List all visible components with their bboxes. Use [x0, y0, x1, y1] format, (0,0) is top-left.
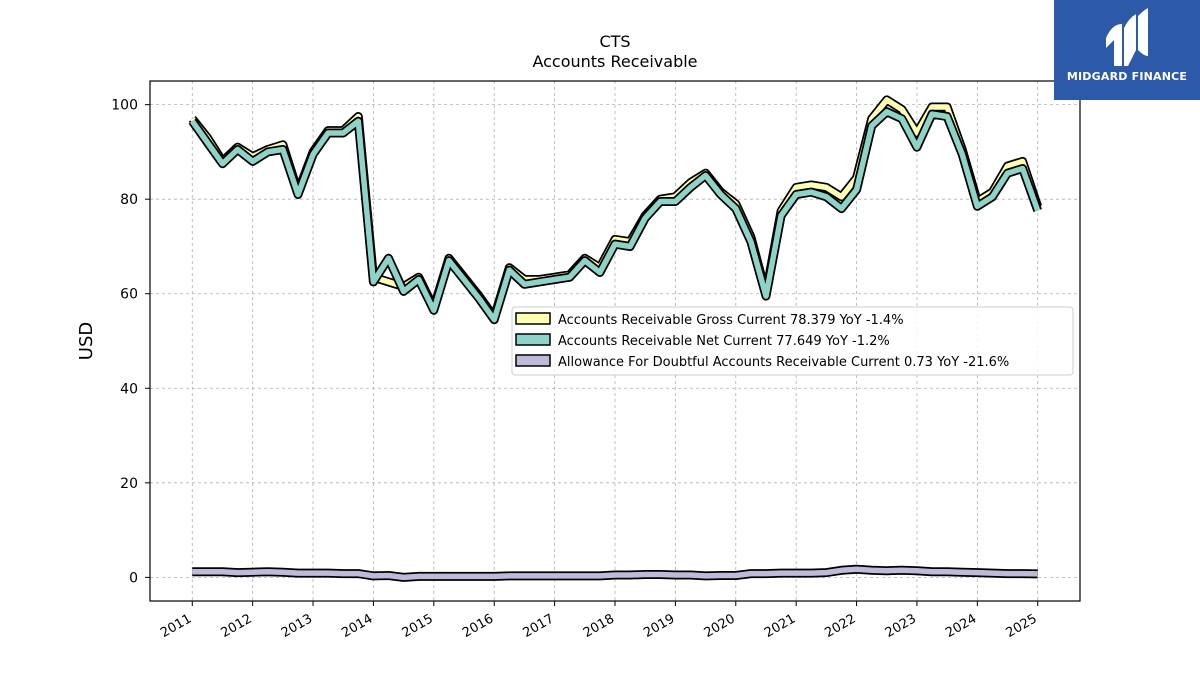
x-tick-label: 2023 — [883, 611, 919, 641]
x-tick-label: 2017 — [520, 611, 556, 641]
legend-box — [511, 306, 1074, 376]
x-axis-ticks: 2011 2012 2013 2014 2015 2016 2017 2018 2019 2020… — [158, 601, 1040, 641]
x-tick-label: 2021 — [762, 611, 798, 641]
chart-subtitle: Accounts Receivable — [532, 52, 697, 71]
y-tick-label: 20 — [120, 476, 138, 492]
y-axis-ticks: 0 20 40 60 80 100 — [111, 98, 150, 586]
legend-entry-label: Allowance For Doubtful Accounts Receivab… — [558, 355, 1009, 370]
legend-swatch — [515, 354, 551, 367]
legend-entry-label: Accounts Receivable Net Current 77.649 Y… — [558, 334, 890, 349]
x-tick-label: 2018 — [581, 611, 617, 641]
x-tick-label: 2024 — [943, 611, 979, 641]
series-line-2 — [190, 108, 1041, 323]
x-tick-label: 2019 — [641, 611, 677, 641]
y-tick-label: 40 — [120, 381, 138, 397]
x-tick-label: 2014 — [339, 611, 375, 641]
x-tick-label: 2022 — [822, 611, 858, 641]
logo-name: MIDGARD FINANCE — [1066, 70, 1188, 83]
legend: Accounts Receivable Gross Current 78.379… — [511, 306, 1074, 376]
midgard-finance-logo: MIDGARD FINANCE — [1054, 0, 1200, 100]
chart-title: CTS — [599, 32, 630, 51]
series-layer — [188, 95, 1042, 582]
legend-swatch — [515, 333, 551, 346]
x-tick-label: 2012 — [219, 611, 255, 641]
logo-mark-icon — [1106, 8, 1148, 66]
legend-swatch — [515, 312, 551, 325]
x-tick-label: 2013 — [279, 611, 315, 641]
series-line-3 — [192, 566, 1038, 581]
y-tick-label: 100 — [111, 98, 138, 114]
x-tick-label: 2015 — [400, 611, 436, 641]
legend-entry-label: Accounts Receivable Gross Current 78.379… — [558, 313, 904, 328]
y-axis-label: USD — [76, 322, 97, 360]
y-tick-label: 80 — [120, 192, 138, 208]
x-tick-label: 2020 — [702, 611, 738, 641]
x-tick-label: 2011 — [158, 611, 194, 641]
y-tick-label: 60 — [120, 287, 138, 303]
x-tick-label: 2025 — [1004, 611, 1040, 641]
y-tick-label: 0 — [129, 570, 138, 586]
x-tick-label: 2016 — [460, 611, 496, 641]
